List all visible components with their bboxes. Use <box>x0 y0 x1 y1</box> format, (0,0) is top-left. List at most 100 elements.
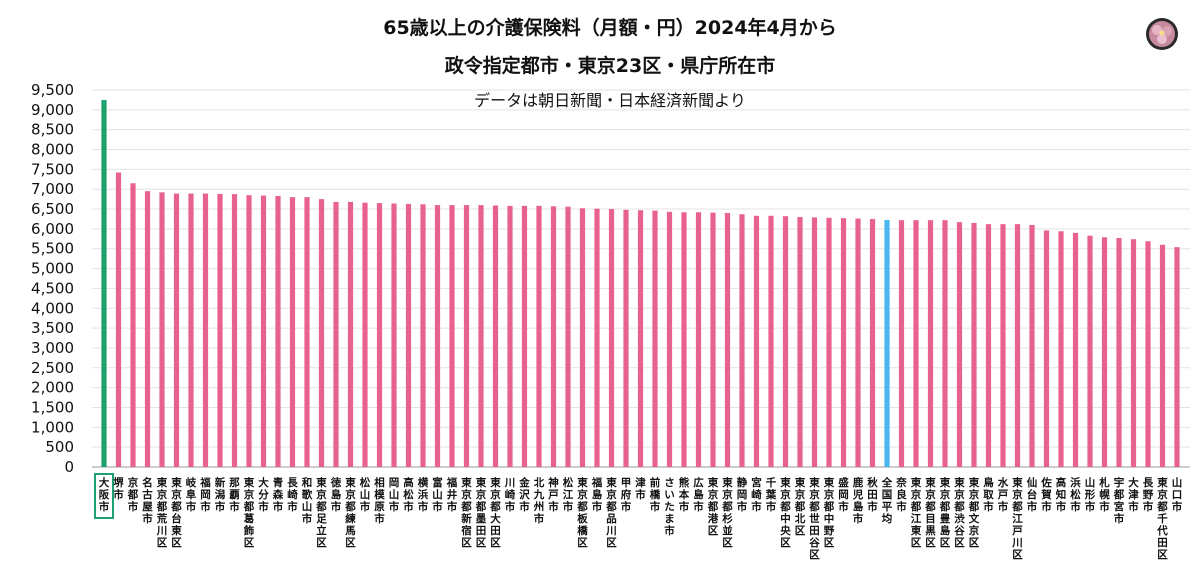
x-tick-label: 東京都新宿区 <box>460 476 472 549</box>
bar <box>304 197 310 467</box>
x-tick-label: 金沢市 <box>518 476 530 513</box>
x-tick-label: 札幌市 <box>1098 476 1110 513</box>
x-tick-label: 東京都江東区 <box>910 476 922 549</box>
bar <box>434 205 441 467</box>
chart-title-line1: 65歳以上の介護保険料（月額・円）2024年4月から <box>383 16 837 39</box>
x-tick-label: 津市 <box>635 476 646 501</box>
x-tick-label: 東京都足立区 <box>315 476 327 549</box>
y-tick-label: 9,000 <box>31 101 74 119</box>
x-tick-label: 東京都中央区 <box>779 476 791 549</box>
bar <box>275 195 281 467</box>
x-tick-label: 京都市 <box>127 476 139 513</box>
y-tick-label: 7,000 <box>31 180 74 198</box>
y-tick-label: 5,500 <box>31 240 74 258</box>
x-tick-label: 全国平均 <box>881 476 893 525</box>
x-tick-label: 北九州市 <box>533 476 545 525</box>
bar <box>637 210 644 467</box>
x-tick-label: さいたま市 <box>664 477 675 537</box>
x-tick-label: 東京都目黒区 <box>924 476 936 549</box>
bar <box>782 216 789 467</box>
bar <box>536 205 542 467</box>
chart-title-line2: 政令指定都市・東京23区・県庁所在市 <box>445 54 775 77</box>
bar <box>710 212 716 467</box>
x-tick-label: 東京都世田谷区 <box>808 476 820 561</box>
x-tick-label: 広島市 <box>693 476 704 513</box>
x-tick-label: 岡山市 <box>389 477 400 513</box>
bar <box>362 202 368 467</box>
bar <box>1087 235 1093 467</box>
bar <box>130 183 136 468</box>
bar <box>1130 239 1137 467</box>
x-tick-label: 東京都杉並区 <box>721 476 733 549</box>
x-tick-label: 静岡市 <box>737 476 748 513</box>
x-tick-label: 東京都品川区 <box>605 476 617 549</box>
x-tick-label: 東京都千代田区 <box>1156 476 1168 561</box>
bar <box>681 212 687 467</box>
bar <box>391 203 397 468</box>
x-tick-label: 鳥取市 <box>983 476 994 513</box>
x-tick-label: 高知市 <box>1056 476 1067 513</box>
bar <box>869 218 876 467</box>
x-tick-label: 川崎市 <box>504 477 516 513</box>
y-tick-label: 1,000 <box>31 418 74 436</box>
bar <box>188 193 194 467</box>
bar <box>246 195 252 468</box>
bar <box>884 219 890 467</box>
y-tick-label: 4,500 <box>31 279 74 297</box>
bars <box>101 99 1180 468</box>
bar <box>1029 224 1035 467</box>
x-tick-label: 松山市 <box>360 476 371 513</box>
x-tick-label: 相模原市 <box>374 476 385 525</box>
bar <box>1058 231 1064 467</box>
x-tick-label: 東京都葛飾区 <box>243 476 255 549</box>
x-tick-label: 甲府市 <box>621 477 632 513</box>
x-tick-label: 東京都荒川区 <box>156 476 168 549</box>
logo-icon <box>1146 18 1178 50</box>
bar <box>318 199 325 467</box>
x-tick-label: 徳島市 <box>330 476 342 513</box>
x-tick-label: 佐賀市 <box>1040 476 1052 513</box>
bar <box>405 203 412 467</box>
bar <box>115 172 122 467</box>
x-tick-label: 盛岡市 <box>838 476 849 513</box>
bar <box>739 214 745 467</box>
bar <box>1014 224 1021 467</box>
bar <box>898 220 905 467</box>
bar <box>463 205 470 467</box>
x-tick-label: 福岡市 <box>199 476 211 513</box>
x-tick-label: 長野市 <box>1143 477 1154 513</box>
bar <box>521 205 528 467</box>
bar <box>768 215 774 467</box>
y-tick-label: 3,500 <box>31 319 74 337</box>
x-tick-label: 東京都港区 <box>707 476 719 537</box>
y-tick-label: 2,000 <box>31 379 74 397</box>
y-tick-label: 0 <box>64 458 74 476</box>
x-tick-label: 東京都渋谷区 <box>953 476 965 549</box>
x-tick-label: 和歌山市 <box>301 476 313 525</box>
bar <box>217 193 223 467</box>
y-tick-label: 6,500 <box>31 200 74 218</box>
bar <box>333 201 339 467</box>
bar <box>695 212 702 467</box>
bar <box>797 216 803 467</box>
y-tick-label: 7,500 <box>31 160 74 178</box>
x-tick-label: 東京都練馬区 <box>344 476 356 549</box>
bar <box>565 206 571 468</box>
bar <box>1145 241 1151 467</box>
bar <box>1101 237 1108 467</box>
highlight-box <box>94 473 114 519</box>
bar <box>507 205 513 467</box>
bar <box>478 205 484 467</box>
x-tick-label: 神戸市 <box>547 476 559 513</box>
bar <box>202 193 209 467</box>
x-tick-label: 浜松市 <box>1070 476 1081 513</box>
x-tick-label: 山口市 <box>1172 476 1183 513</box>
x-tick-label: 水戸市 <box>997 476 1009 513</box>
x-tick-label: 東京都中野区 <box>823 476 835 549</box>
bar <box>753 215 760 467</box>
bar <box>260 195 267 467</box>
x-tick-label: 横浜市 <box>418 476 429 513</box>
